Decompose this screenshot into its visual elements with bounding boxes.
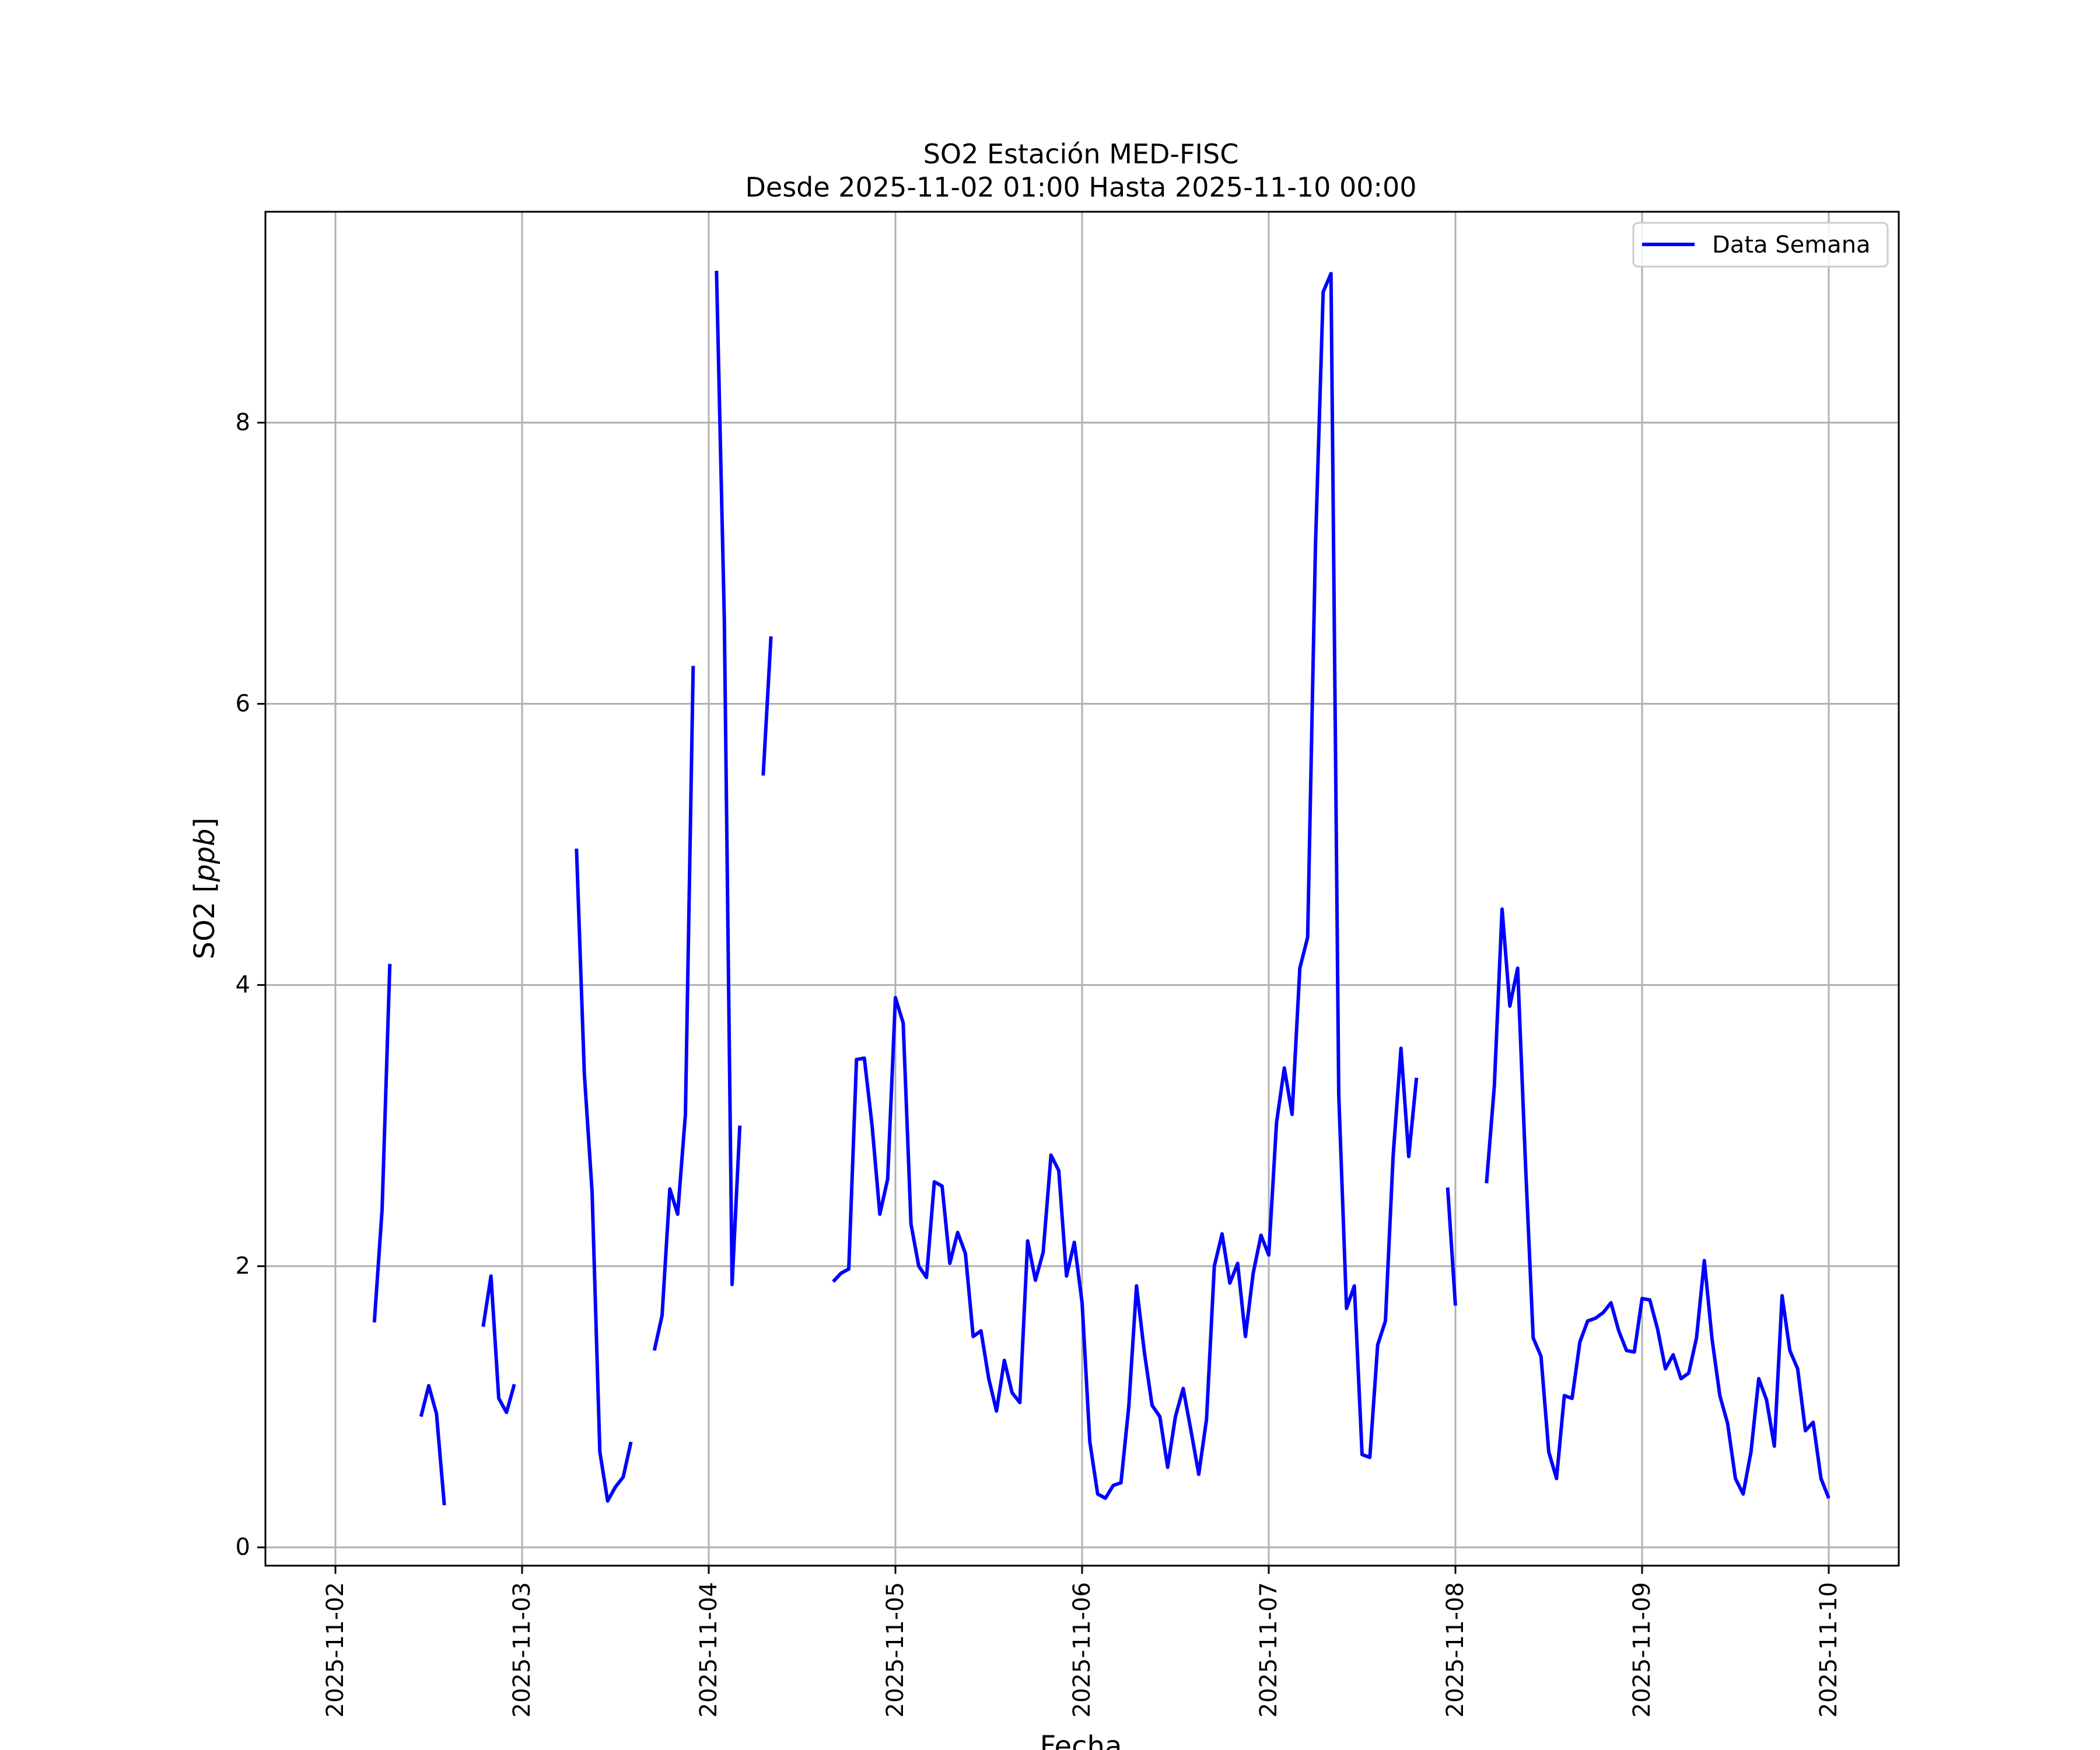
legend-box: [1632, 222, 1889, 268]
series-line-segment: [1485, 907, 1831, 1499]
y-axis-label-prefix: SO2 [: [188, 882, 221, 960]
series-line-segment: [715, 271, 742, 1286]
series-line-segment: [761, 636, 773, 776]
series-layer: [372, 271, 1831, 1506]
series-line-segment: [652, 666, 695, 1351]
x-tick-label: 2025-11-05: [882, 1582, 909, 1717]
x-axis-label: Fecha: [1040, 1730, 1122, 1750]
y-tick-label: 4: [236, 972, 250, 999]
y-gridlines: [265, 422, 1899, 1549]
series-line-segment: [481, 1274, 516, 1415]
x-tick-label: 2025-11-10: [1815, 1582, 1842, 1717]
legend-label-data-semana: Data Semana: [1712, 232, 1871, 258]
y-tick-label: 8: [236, 410, 250, 436]
y-axis-label-suffix: ]: [188, 818, 221, 829]
series-line-segment: [575, 848, 633, 1503]
y-axis-label: SO2 [ppb]: [188, 818, 221, 960]
x-tick-label: 2025-11-04: [695, 1582, 722, 1717]
x-tick-label: 2025-11-09: [1629, 1582, 1656, 1717]
legend: Data Semana: [1632, 222, 1889, 268]
x-tick-label: 2025-11-08: [1442, 1582, 1469, 1717]
x-axis-ticks: 2025-11-02 2025-11-03 2025-11-04 2025-11-05…: [322, 1566, 1842, 1717]
series-line-segment: [1446, 1187, 1457, 1306]
x-tick-label: 2025-11-07: [1255, 1582, 1282, 1717]
x-tick-label: 2025-11-03: [509, 1582, 536, 1717]
y-axis-label-unit: ppb: [188, 828, 221, 882]
y-tick-label: 6: [236, 691, 250, 718]
series-line-segment: [832, 272, 1419, 1500]
x-tick-label: 2025-11-02: [322, 1582, 349, 1717]
series-line-segment: [372, 964, 392, 1323]
y-axis-ticks: 0 2 4 6 8: [236, 410, 265, 1561]
y-tick-label: 2: [236, 1253, 250, 1280]
x-tick-label: 2025-11-06: [1069, 1582, 1096, 1717]
x-gridlines: [334, 212, 1830, 1566]
y-tick-label: 0: [236, 1534, 250, 1561]
chart-title: SO2 Estación MED-FISC: [923, 138, 1239, 170]
series-line-segment: [419, 1384, 446, 1506]
chart-subtitle: Desde 2025-11-02 01:00 Hasta 2025-11-10 …: [745, 172, 1416, 203]
